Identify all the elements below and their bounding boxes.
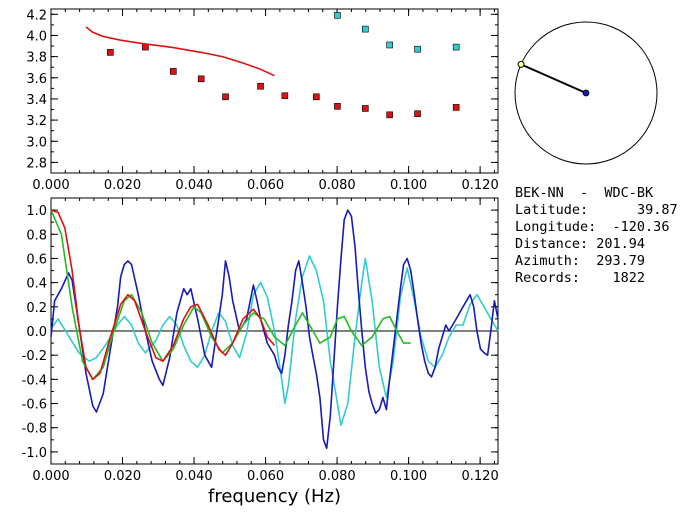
y-tick-label: 3.2 (26, 114, 47, 129)
data-point (222, 93, 229, 101)
x-tick-label: 0.100 (390, 469, 427, 484)
data-point (281, 92, 289, 100)
info-label: Distance: (515, 236, 589, 252)
info-value: 201.94 (596, 236, 646, 252)
y-tick-label: 3.4 (26, 93, 47, 108)
info-label: Azimuth: (515, 253, 581, 269)
info-value: 39.87 (636, 202, 678, 218)
x-tick-label: 0.060 (247, 469, 284, 484)
data-point (414, 110, 421, 118)
x-tick-label: 0.020 (104, 178, 141, 193)
info-value: -120.36 (612, 219, 670, 235)
info-label: Longitude: (515, 219, 597, 235)
x-axis-title: frequency (Hz) (208, 486, 341, 507)
data-point (107, 49, 114, 56)
dispersion-chart: 0.000 0.020 0.040 0.060 0.080 0.100 0.120 2.8 3.… (26, 8, 498, 193)
x-tick-label: 0.000 (32, 178, 69, 193)
info-label: Records: (515, 270, 581, 286)
info-row-distance: Distance: 201.94 (515, 236, 678, 253)
data-point (362, 25, 369, 33)
x-tick-label: 0.100 (390, 178, 427, 193)
info-value: 293.79 (596, 253, 646, 269)
x-tick-label: 0.020 (104, 469, 141, 484)
series-line-3 (50, 209, 276, 381)
series-line-2 (85, 26, 275, 77)
x-tick-label: 0.040 (175, 469, 212, 484)
info-row-azimuth: Azimuth: 293.79 (515, 253, 678, 270)
series-line-2 (50, 209, 411, 381)
plot-frame (50, 8, 499, 174)
y-tick-label: 4.2 (26, 8, 47, 23)
station-pair-title: BEK-NN - WDC-BK (515, 185, 654, 201)
data-point (386, 41, 393, 49)
y-tick-label: 3.0 (26, 135, 47, 150)
y-tick-label: -0.8 (22, 422, 47, 437)
y-tick-label: -1.0 (22, 446, 47, 461)
station-info-panel: BEK-NN - WDC-BK Latitude: 39.87 Longitud… (515, 185, 678, 287)
y-tick-label: -0.6 (22, 398, 47, 413)
azimuth-dial (514, 21, 658, 165)
data-point (142, 43, 149, 51)
x-tick-label: 0.120 (462, 178, 499, 193)
data-point (197, 75, 205, 83)
data-point (334, 12, 341, 19)
y-tick-label: 4.0 (26, 29, 47, 44)
y-tick-label: 2.8 (26, 156, 47, 171)
y-tick-label: 1.0 (26, 204, 47, 219)
data-point (257, 82, 264, 90)
series-line-0 (50, 255, 499, 427)
y-tick-label: -0.4 (22, 373, 47, 388)
y-tick-label: 0.4 (26, 277, 47, 292)
y-tick-label: 0.6 (26, 252, 47, 267)
data-point (452, 43, 460, 51)
info-value: 1822 (612, 270, 646, 286)
info-row-latitude: Latitude: 39.87 (515, 202, 678, 219)
y-tick-label: -0.2 (22, 349, 47, 364)
data-point (452, 104, 460, 111)
info-row-longitude: Longitude: -120.36 (515, 219, 678, 236)
x-tick-label: 0.080 (318, 469, 355, 484)
data-point (313, 93, 320, 101)
azimuth-needle (520, 63, 587, 94)
data-point (386, 111, 393, 119)
data-point (362, 105, 369, 112)
x-tick-label: 0.120 (462, 469, 499, 484)
y-tick-label: 3.8 (26, 51, 47, 66)
data-point (169, 68, 177, 75)
y-tick-label: 0.2 (26, 301, 47, 316)
data-point (414, 45, 421, 53)
y-tick-label: 0.0 (26, 325, 47, 340)
center-marker (582, 89, 590, 97)
x-tick-label: 0.000 (32, 469, 69, 484)
dial-circle (514, 21, 658, 165)
info-row-records: Records: 1822 (515, 270, 678, 287)
y-tick-label: 3.6 (26, 72, 47, 87)
station-marker (517, 60, 525, 68)
x-tick-label: 0.060 (247, 178, 284, 193)
data-point (334, 103, 341, 110)
x-tick-label: 0.040 (175, 178, 212, 193)
correlation-chart: 0.000 0.020 0.040 0.060 0.080 0.100 0.120 1.0 0.… (22, 197, 499, 507)
info-label: Latitude: (515, 202, 589, 218)
y-tick-label: 0.8 (26, 228, 47, 243)
x-tick-label: 0.080 (318, 178, 355, 193)
